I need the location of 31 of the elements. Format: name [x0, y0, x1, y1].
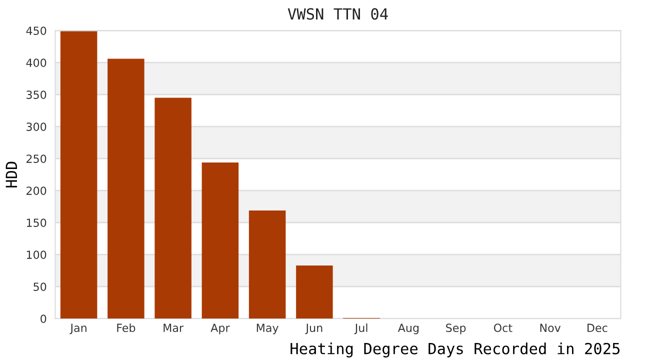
y-axis-title: HDD — [6, 162, 17, 188]
x-tick-label: Jun — [305, 324, 322, 334]
chart-title: VWSN TTN 04 — [288, 8, 388, 20]
y-tick-label: 150 — [26, 218, 46, 227]
bar — [296, 265, 333, 319]
y-tick-label: 0 — [40, 314, 46, 323]
x-tick-label: Aug — [398, 324, 419, 334]
x-tick-label: Oct — [494, 324, 512, 332]
y-tick-label: 250 — [26, 154, 46, 163]
bar — [248, 210, 286, 319]
x-tick-label: Feb — [117, 323, 136, 332]
bar — [154, 98, 192, 319]
y-tick-label: 50 — [34, 282, 46, 291]
x-tick-label: Mar — [164, 324, 184, 332]
x-axis-title: Heating Degree Days Recorded in 2025 — [290, 342, 620, 358]
x-tick-label: Jul — [354, 323, 368, 334]
y-tick-label: 450 — [26, 26, 46, 35]
bar — [108, 58, 144, 319]
y-tick-label: 200 — [26, 186, 46, 195]
y-tick-label: 350 — [26, 90, 46, 99]
y-tick-label: 100 — [26, 250, 46, 259]
x-tick-label: Dec — [588, 324, 608, 332]
bar — [60, 31, 98, 319]
bar — [202, 162, 239, 319]
y-tick-label: 400 — [26, 58, 46, 67]
x-tick-label: Jan — [70, 324, 86, 334]
x-tick-label: May — [256, 324, 278, 334]
x-tick-label: Sep — [446, 324, 466, 334]
y-tick-label: 300 — [26, 122, 46, 131]
x-tick-label: Apr — [210, 324, 230, 334]
x-tick-label: Nov — [540, 324, 561, 332]
